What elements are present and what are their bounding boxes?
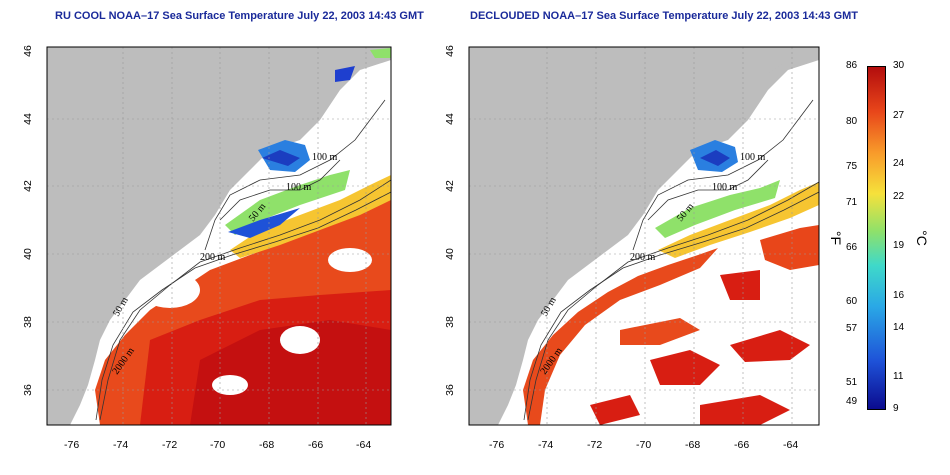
y-tick-label: 36 bbox=[443, 384, 456, 396]
land-mass bbox=[47, 47, 391, 425]
colorbar-f-tick: 71 bbox=[846, 197, 858, 208]
colorbar-c-tick: 24 bbox=[893, 158, 905, 169]
colorbar-f-tick: 49 bbox=[846, 396, 858, 407]
contour-label: 50 m bbox=[247, 201, 269, 224]
contour-label: 50 m bbox=[675, 201, 697, 224]
colorbar-c-tick: 11 bbox=[893, 371, 904, 382]
y-tick-label: 46 bbox=[443, 45, 456, 57]
colorbar-c-tick: 16 bbox=[893, 290, 905, 301]
x-tick-label: -76 bbox=[64, 439, 80, 451]
x-tick-label: -74 bbox=[538, 439, 554, 451]
x-tick-label: -68 bbox=[685, 439, 701, 451]
colorbar-f-tick: 86 bbox=[846, 60, 858, 71]
colorbar-f-tick: 57 bbox=[846, 323, 858, 334]
colorbar-f-tick: 80 bbox=[846, 116, 858, 127]
colorbar-c-tick: 22 bbox=[893, 191, 905, 202]
x-tick-label: -66 bbox=[734, 439, 750, 451]
y-tick-label: 38 bbox=[443, 316, 456, 328]
colorbar-f-tick: 75 bbox=[846, 161, 858, 172]
colorbar-c-tick: 30 bbox=[893, 60, 905, 71]
contour-label: 2000 m bbox=[110, 345, 137, 376]
colorbar-f-tick: 66 bbox=[846, 242, 858, 253]
colorbar-c-tick: 9 bbox=[893, 403, 899, 414]
y-tick-label: 44 bbox=[21, 113, 34, 125]
y-tick-label: 36 bbox=[21, 384, 34, 396]
x-tick-label: -72 bbox=[587, 439, 603, 451]
contour-label: 200 m bbox=[200, 252, 226, 263]
y-tick-label: 46 bbox=[21, 45, 34, 57]
colorbar bbox=[867, 66, 886, 410]
y-tick-label: 42 bbox=[21, 180, 34, 192]
x-tick-label: -76 bbox=[489, 439, 505, 451]
land-mass bbox=[469, 47, 819, 425]
x-tick-label: -70 bbox=[210, 439, 226, 451]
contour-label: 100 m bbox=[286, 182, 312, 193]
colorbar-c-tick: 14 bbox=[893, 322, 905, 333]
y-tick-label: 44 bbox=[443, 113, 456, 125]
contour-label: 100 m bbox=[740, 152, 766, 163]
x-tick-label: -74 bbox=[113, 439, 129, 451]
y-tick-label: 42 bbox=[443, 180, 456, 192]
contour-label: 100 m bbox=[312, 152, 338, 163]
colorbar-unit-c: °C bbox=[913, 230, 930, 246]
colorbar-unit-f: °F bbox=[828, 230, 845, 246]
x-tick-label: -70 bbox=[636, 439, 652, 451]
map-title-left: RU COOL NOAA–17 Sea Surface Temperature … bbox=[55, 10, 424, 22]
contour-label: 2000 m bbox=[538, 345, 565, 376]
contour-label: 50 m bbox=[539, 295, 559, 318]
y-tick-label: 40 bbox=[21, 248, 34, 260]
x-tick-label: -64 bbox=[356, 439, 372, 451]
colorbar-c-tick: 19 bbox=[893, 240, 905, 251]
contour-label: 100 m bbox=[712, 182, 738, 193]
y-tick-label: 40 bbox=[443, 248, 456, 260]
contour-label: 200 m bbox=[630, 252, 656, 263]
contour-label: 50 m bbox=[111, 295, 131, 318]
map-title-right: DECLOUDED NOAA–17 Sea Surface Temperatur… bbox=[470, 10, 859, 22]
colorbar-f-tick: 60 bbox=[846, 296, 858, 307]
x-tick-label: -64 bbox=[783, 439, 799, 451]
x-tick-label: -68 bbox=[259, 439, 275, 451]
x-tick-label: -72 bbox=[162, 439, 178, 451]
colorbar-c-tick: 27 bbox=[893, 110, 905, 121]
x-tick-label: -66 bbox=[308, 439, 324, 451]
y-tick-label: 38 bbox=[21, 316, 34, 328]
colorbar-f-tick: 51 bbox=[846, 377, 858, 388]
